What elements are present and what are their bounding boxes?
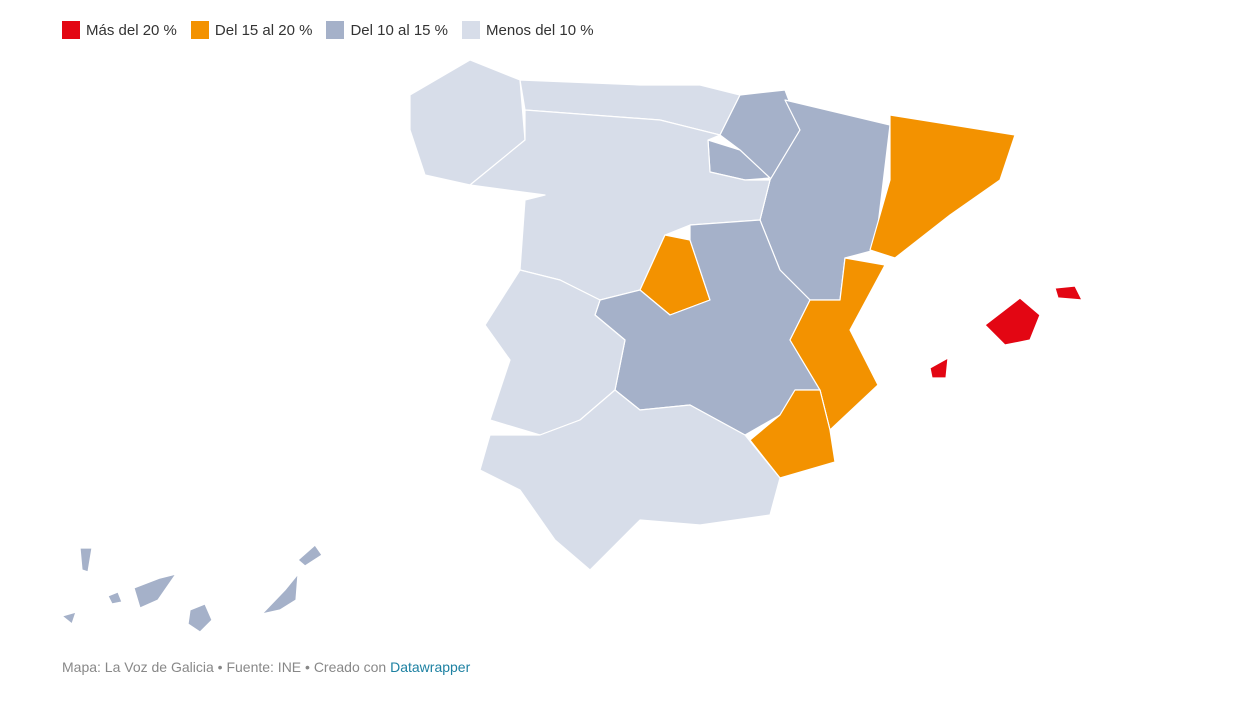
gran-canaria (187, 603, 213, 633)
legend-swatch (462, 21, 481, 39)
legend-label: Menos del 10 % (486, 21, 594, 39)
la-gomera (107, 591, 123, 605)
legend-label: Del 15 al 20 % (214, 21, 313, 39)
footer-text: Mapa: La Voz de Galicia • Fuente: INE • … (62, 659, 387, 675)
legend-swatch (62, 21, 80, 39)
legend: Más del 20 % Del 15 al 20 % Del 10 al 15 %… (62, 21, 594, 39)
legend-item: Más del 20 % (62, 21, 177, 39)
mallorca (984, 297, 1041, 346)
menorca (1054, 285, 1083, 301)
el-hierro (61, 611, 77, 625)
cataluna (869, 114, 1016, 259)
legend-label: Del 10 al 15 % (350, 21, 449, 39)
footer-link[interactable]: Datawrapper (390, 659, 471, 675)
ibiza (929, 357, 949, 379)
tenerife (133, 573, 177, 609)
canarias (61, 544, 323, 633)
extremadura (484, 269, 626, 436)
murcia (749, 389, 836, 479)
fuerteventura (261, 573, 299, 615)
legend-item: Del 15 al 20 % (190, 21, 313, 39)
andalucia (479, 389, 781, 571)
legend-swatch (326, 21, 345, 39)
baleares (929, 285, 1083, 379)
lanzarote (297, 544, 323, 567)
la-palma (79, 547, 93, 573)
legend-label: Más del 20 % (86, 21, 177, 39)
legend-swatch (190, 21, 209, 39)
legend-item: Menos del 10 % (462, 21, 594, 39)
footer: Mapa: La Voz de Galicia • Fuente: INE • … (62, 659, 470, 675)
legend-item: Del 10 al 15 % (326, 21, 448, 39)
peninsula (409, 59, 1016, 571)
